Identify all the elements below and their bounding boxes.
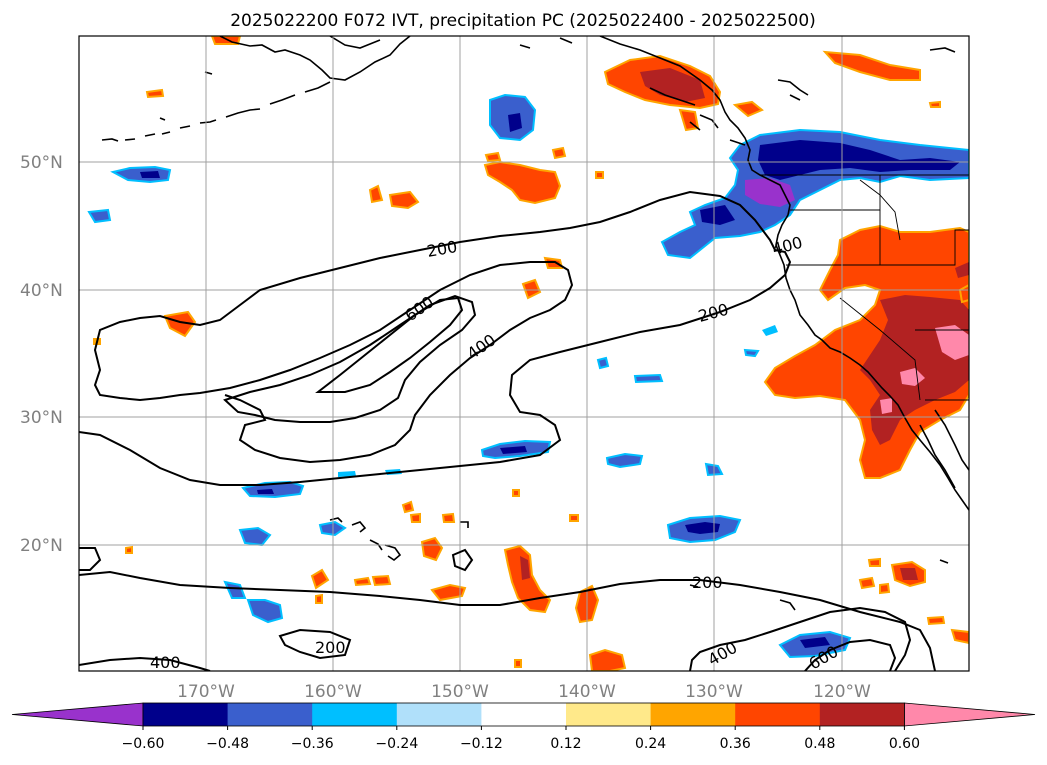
lon-label: 140°W <box>558 682 616 702</box>
latitude-labels: 50°N 40°N 30°N 20°N <box>20 153 63 556</box>
lat-label: 40°N <box>20 281 63 301</box>
colorbar-tick-label: −0.12 <box>460 736 503 752</box>
lat-label: 20°N <box>20 536 63 556</box>
lon-label: 130°W <box>685 682 743 702</box>
colorbar-segment <box>481 703 567 726</box>
lon-label: 120°W <box>813 682 871 702</box>
colorbar-segment <box>396 703 482 726</box>
lon-label: 170°W <box>177 682 235 702</box>
colorbar-tick-label: −0.60 <box>122 736 165 752</box>
lat-label: 50°N <box>20 153 63 173</box>
colorbar-tick-label: −0.48 <box>206 736 249 752</box>
colorbar-tick-label: 0.48 <box>804 736 835 752</box>
colorbar-tick-label: 0.36 <box>720 736 751 752</box>
map-area: 200 600 400 200 400 200 200 400 400 600 <box>79 36 969 672</box>
colorbar: −0.60 −0.48 −0.36 −0.24 −0.12 0.12 0.24 0.36 0.4… <box>11 702 1036 752</box>
lat-label: 30°N <box>20 408 63 428</box>
colorbar-extend-low <box>11 702 144 727</box>
colorbar-tick-label: −0.24 <box>375 736 418 752</box>
colorbar-segment <box>312 703 398 726</box>
colorbar-frame <box>142 702 905 727</box>
map-title: 2025022200 F072 IVT, precipitation PC (2… <box>230 11 816 31</box>
longitude-labels: 170°W 160°W 150°W 140°W 130°W 120°W <box>177 682 871 702</box>
contour-label: 400 <box>150 653 181 672</box>
colorbar-tick-label: 0.12 <box>550 736 581 752</box>
positive-anomaly-regions <box>93 36 969 671</box>
colorbar-extend-high <box>904 702 1036 727</box>
contour-label: 200 <box>692 573 723 592</box>
colorbar-tick-label: 0.60 <box>889 736 920 752</box>
map-frame <box>78 35 970 672</box>
colorbar-tick-label: −0.36 <box>291 736 334 752</box>
colorbar-segment <box>819 703 905 726</box>
lon-label: 160°W <box>304 682 362 702</box>
political-borders <box>760 36 969 401</box>
graticule <box>79 36 969 671</box>
colorbar-segment <box>650 703 736 726</box>
colorbar-segment <box>735 703 821 726</box>
colorbar-segment <box>566 703 652 726</box>
colorbar-segment <box>143 703 229 726</box>
lon-label: 150°W <box>431 682 489 702</box>
colorbar-tick-label: 0.24 <box>635 736 666 752</box>
colorbar-segment <box>227 703 313 726</box>
ivt-contours <box>79 190 936 671</box>
contour-label: 200 <box>315 638 346 657</box>
